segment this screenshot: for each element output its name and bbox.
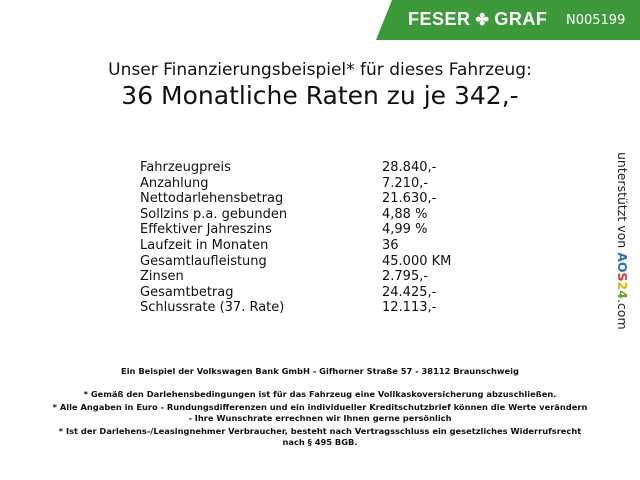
table-row: Laufzeit in Monaten 36 [140,238,451,254]
sponsor-domain: .com [615,298,630,330]
brand-name-right: GRAF [494,9,548,29]
row-value: 12.113,- [382,300,437,316]
note-insurance: * Gemäß den Darlehensbedingungen ist für… [83,389,557,399]
table-row: Nettodarlehensbetrag 21.630,- [140,191,451,207]
brand-logo: FESER ✤ GRAF [408,9,547,30]
row-value: 36 [382,237,399,253]
row-value: 24.425,- [382,284,437,300]
note-euro: * Alle Angaben in Euro - Rundungsdiffere… [52,402,588,412]
row-value: 45.000 KM [382,253,452,269]
row-label: Fahrzeugpreis [140,160,231,175]
title-line2: 36 Monatliche Raten zu je 342,- [121,81,519,110]
sponsor-text: unterstützt von [615,152,630,249]
row-label: Zinsen [140,269,184,285]
aos24-logo: AOS24 [615,252,630,299]
sponsor-label: unterstützt von AOS24.com [615,152,630,330]
note-euro-cont: - Ihre Wunschrate errechnen wir Ihnen ge… [188,413,452,423]
row-label: Sollzins p.a. gebunden [140,206,288,222]
row-label: Gesamtlaufleistung [140,253,267,269]
row-label: Anzahlung [140,175,209,191]
row-value: 2.795,- [382,269,429,285]
row-label: Gesamtbetrag [140,284,234,300]
table-row: Fahrzeugpreis 28.840,- [140,160,451,176]
row-value: 28.840,- [382,160,437,175]
table-row: Anzahlung 7.210,- [140,176,451,192]
row-value: 4,99 % [382,222,428,238]
table-row: Schlussrate (37. Rate) 12.113,- [140,300,451,316]
table-row: Sollzins p.a. gebunden 4,88 % [140,207,451,223]
row-value: 21.630,- [382,191,437,207]
row-label: Schlussrate (37. Rate) [140,300,285,316]
brand-name-left: FESER [408,9,471,29]
table-row: Gesamtbetrag 24.425,- [140,285,451,301]
row-label: Laufzeit in Monaten [140,237,269,253]
row-label: Nettodarlehensbetrag [140,191,284,207]
brand-banner [376,0,640,40]
note-withdrawal-cont: nach § 495 BGB. [282,437,358,447]
vehicle-code: N005199 [566,13,626,28]
finance-table: Fahrzeugpreis 28.840,- Anzahlung 7.210,- Net… [140,160,451,316]
clover-icon: ✤ [475,11,490,29]
table-row: Zinsen 2.795,- [140,269,451,285]
bank-info: Ein Beispiel der Volkswagen Bank GmbH - … [121,366,519,376]
row-value: 4,88 % [382,206,428,222]
note-withdrawal: * Ist der Darlehens-/Leasingnehmer Verbr… [58,426,582,436]
row-value: 7.210,- [382,175,429,191]
table-row: Gesamtlaufleistung 45.000 KM [140,254,451,270]
table-row: Effektiver Jahreszins 4,99 % [140,222,451,238]
title-line1: Unser Finanzierungsbeispiel* für dieses … [108,60,532,80]
row-label: Effektiver Jahreszins [140,222,272,238]
